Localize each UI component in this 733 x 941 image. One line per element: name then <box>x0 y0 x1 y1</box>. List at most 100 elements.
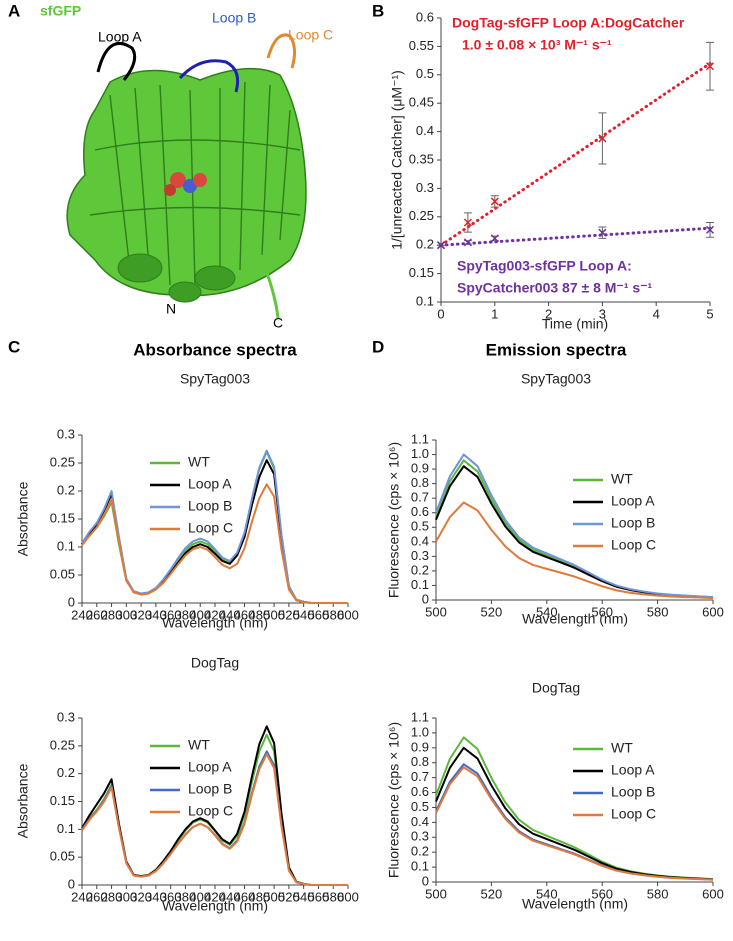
structure-title: sfGFP <box>40 3 81 19</box>
x-tick-label: 560 <box>308 889 330 904</box>
y-tick-label: 0.45 <box>409 95 434 110</box>
x-tick-label: 400 <box>189 607 211 622</box>
x-tick-label: 260 <box>86 607 108 622</box>
x-axis-title: Wavelength (nm) <box>162 615 268 631</box>
x-tick-label: 2 <box>545 306 552 321</box>
x-tick-label: 540 <box>536 886 558 901</box>
annotation: SpyCatcher003 87 ± 8 M⁻¹ s⁻¹ <box>457 280 653 296</box>
y-axis-title: Fluorescence (cps × 10⁶) <box>386 722 402 878</box>
chart-subtitle: DogTag <box>532 680 580 696</box>
x-tick-label: 500 <box>425 604 447 619</box>
y-tick-label: 0.1 <box>57 821 75 836</box>
y-tick-label: 0 <box>68 876 75 891</box>
data-point <box>463 218 472 227</box>
data-point <box>705 62 715 71</box>
y-tick-label: 0.3 <box>57 709 75 724</box>
x-tick-label: 380 <box>175 889 197 904</box>
x-tick-label: 0 <box>437 306 444 321</box>
legend-label: Loop C <box>611 806 656 822</box>
y-axis-title: Fluorescence (cps × 10⁶) <box>386 442 402 598</box>
y-tick-label: 0.9 <box>411 461 429 476</box>
x-tick-label: 480 <box>248 889 270 904</box>
x-tick-label: 1 <box>491 306 498 321</box>
y-tick-label: 0.8 <box>411 475 429 490</box>
x-tick-label: 320 <box>130 607 152 622</box>
x-tick-label: 360 <box>160 889 182 904</box>
spectrum-line <box>435 465 714 599</box>
y-tick-label: 1.1 <box>411 431 429 446</box>
y-tick-label: 0.5 <box>411 799 429 814</box>
spectrum-line <box>435 501 714 600</box>
x-tick-label: 540 <box>293 607 315 622</box>
y-tick-label: 0.4 <box>411 533 429 548</box>
x-tick-label: 560 <box>591 604 613 619</box>
y-tick-label: 0 <box>422 591 429 606</box>
spectrum-line <box>435 453 714 599</box>
x-tick-label: 400 <box>189 889 211 904</box>
y-tick-label: 0.2 <box>411 844 429 859</box>
y-tick-label: 0.1 <box>411 577 429 592</box>
y-tick-label: 0.25 <box>50 454 75 469</box>
data-point <box>436 241 446 250</box>
y-tick-label: 0.1 <box>416 293 434 308</box>
annotation: SpyTag003-sfGFP Loop A: <box>457 258 632 274</box>
y-axis-title: Absorbance <box>15 481 31 556</box>
y-tick-label: 0.3 <box>411 548 429 563</box>
chromophore <box>164 172 207 196</box>
loop-c <box>266 33 297 69</box>
fit-line <box>439 226 712 247</box>
x-tick-label: 500 <box>263 607 285 622</box>
x-tick-label: 440 <box>219 607 241 622</box>
legend-label: WT <box>611 471 633 487</box>
terminus-label: C <box>273 315 283 331</box>
x-tick-label: 360 <box>160 607 182 622</box>
x-tick-label: 460 <box>234 889 256 904</box>
data-point <box>490 197 499 206</box>
x-tick-label: 600 <box>337 889 359 904</box>
x-tick-label: 560 <box>591 886 613 901</box>
legend-label: Loop B <box>611 784 655 800</box>
data-point <box>598 134 607 143</box>
chart-subtitle: SpyTag003 <box>180 371 250 387</box>
legend-label: Loop C <box>188 520 233 536</box>
loop-label: Loop B <box>212 10 256 26</box>
y-tick-label: 0.25 <box>50 737 75 752</box>
x-tick-label: 540 <box>293 889 315 904</box>
x-tick-label: 4 <box>653 306 660 321</box>
y-tick-label: 0.15 <box>50 793 75 808</box>
x-axis-title: Time (min) <box>542 316 608 332</box>
y-tick-label: 0.4 <box>416 123 434 138</box>
loop-a <box>96 42 137 81</box>
annotation: 1.0 ± 0.08 × 10³ M⁻¹ s⁻¹ <box>462 37 612 53</box>
y-tick-label: 1.0 <box>411 724 429 739</box>
x-tick-label: 580 <box>647 604 669 619</box>
y-tick-label: 0.1 <box>411 859 429 874</box>
panel-title: Emission spectra <box>486 340 627 359</box>
x-tick-label: 5 <box>706 306 713 321</box>
x-axis-title: Wavelength (nm) <box>162 898 268 914</box>
x-tick-label: 600 <box>337 607 359 622</box>
legend-label: Loop B <box>188 781 232 797</box>
legend-label: WT <box>188 454 210 470</box>
legend-label: Loop A <box>188 759 232 775</box>
data-point <box>463 238 472 247</box>
legend-label: Loop A <box>188 476 232 492</box>
y-tick-label: 0.3 <box>416 180 434 195</box>
y-tick-label: 0.2 <box>57 765 75 780</box>
x-tick-label: 600 <box>702 886 724 901</box>
y-tick-label: 0.4 <box>411 814 429 829</box>
legend-label: WT <box>611 740 633 756</box>
y-tick-label: 0.3 <box>57 426 75 441</box>
x-tick-label: 500 <box>425 886 447 901</box>
y-tick-label: 0.05 <box>50 566 75 581</box>
y-tick-label: 0.1 <box>57 538 75 553</box>
legend-label: Loop A <box>611 493 655 509</box>
x-tick-label: 580 <box>322 607 344 622</box>
loop-b <box>178 59 240 93</box>
x-tick-label: 280 <box>101 607 123 622</box>
spectrum-line <box>81 483 348 604</box>
data-point <box>705 225 715 234</box>
x-tick-label: 600 <box>702 604 724 619</box>
y-tick-label: 0.5 <box>416 66 434 81</box>
